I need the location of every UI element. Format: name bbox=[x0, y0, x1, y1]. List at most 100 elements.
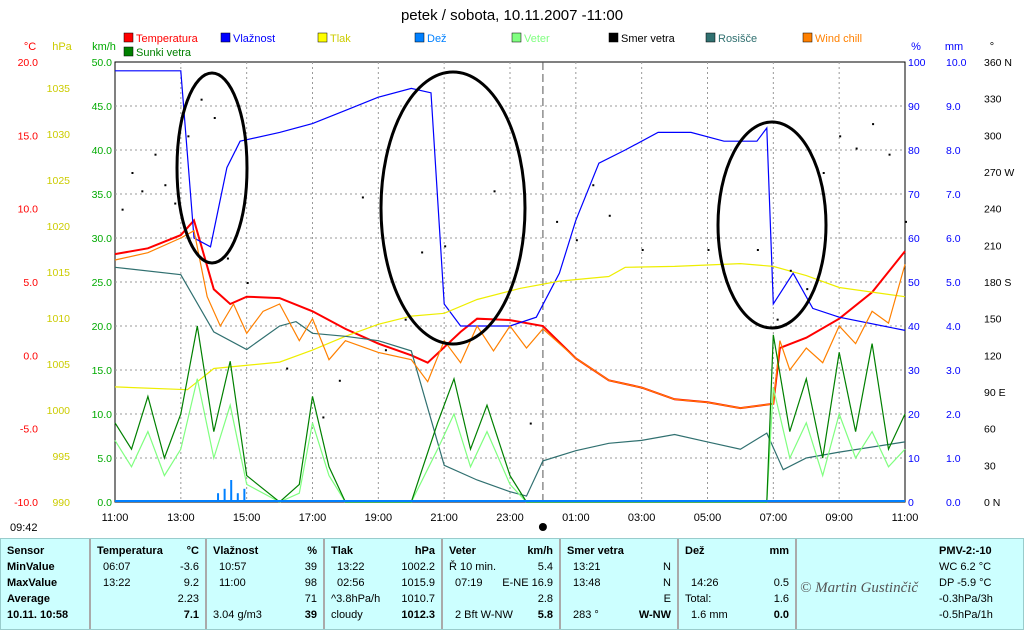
pmv-header: PMV-2:-10 bbox=[939, 545, 992, 557]
copyright-watermark: © Martin Gustinčič bbox=[800, 580, 919, 596]
header: Dež bbox=[685, 545, 705, 557]
col-humidity: Vlažnost% 10:57 39 11:00 98 71 3.04 g/m3 39 bbox=[207, 539, 325, 629]
value: 9.2 bbox=[183, 577, 199, 589]
axis-tick-direction: 240 bbox=[984, 204, 1002, 216]
rain-bar bbox=[230, 480, 233, 502]
legend-label: Dež bbox=[427, 33, 447, 45]
rain-total: 1.6 mm bbox=[691, 609, 728, 621]
axis-tick-rain: 9.0 bbox=[946, 101, 961, 113]
legend-swatch bbox=[414, 32, 425, 43]
axis-unit-temp: °C bbox=[24, 41, 36, 53]
axis-tick-direction: 270 W bbox=[984, 167, 1014, 179]
value: 1002.2 bbox=[401, 561, 435, 573]
dew-point: DP -5.9 °C bbox=[939, 577, 992, 589]
direction-point bbox=[529, 422, 532, 425]
axis-tick-humidity: 10 bbox=[908, 453, 920, 465]
col-direction: Smer vetra 13:21 N 13:48 N E 283 ° W-NW bbox=[561, 539, 679, 629]
direction-point bbox=[905, 220, 907, 223]
time: 13:48 bbox=[573, 577, 601, 589]
axis-tick-wind: 40.0 bbox=[92, 145, 113, 157]
direction-point bbox=[789, 269, 792, 272]
x-tick-label: 09:00 bbox=[825, 512, 853, 524]
value: N bbox=[663, 577, 671, 589]
axis-tick-pressure: 1030 bbox=[47, 129, 71, 141]
time: 13:21 bbox=[573, 561, 601, 573]
condition: cloudy bbox=[331, 609, 363, 621]
x-tick-label: 19:00 bbox=[365, 512, 393, 524]
value: 1010.7 bbox=[401, 593, 435, 605]
trend: ^3.8hPa/h bbox=[331, 593, 381, 605]
stats-table: Sensor MinValue MaxValue Average 10.11. … bbox=[0, 538, 1024, 630]
axis-tick-temp: 0.0 bbox=[23, 350, 38, 362]
direction-point bbox=[641, 249, 644, 251]
col-pressure: Tlak hPa 13:22 1002.2 02:56 1015.9 ^3.8hPa/… bbox=[325, 539, 443, 629]
current-value: 0.0 bbox=[773, 609, 789, 621]
rain-bar bbox=[236, 493, 239, 502]
axis-tick-temp: 15.0 bbox=[18, 130, 39, 142]
axis-tick-direction: 120 bbox=[984, 350, 1002, 362]
direction-point bbox=[776, 318, 779, 321]
row-label: MinValue bbox=[7, 561, 55, 573]
axis-tick-rain: 10.0 bbox=[946, 57, 967, 69]
degrees: 283 ° bbox=[573, 609, 599, 621]
direction-point bbox=[822, 172, 825, 174]
annotation-ellipse bbox=[716, 120, 828, 330]
value: 98 bbox=[304, 577, 317, 589]
absolute-humidity: 3.04 g/m3 bbox=[213, 609, 262, 621]
x-tick-label: 13:00 bbox=[167, 512, 195, 524]
legend-swatch bbox=[705, 32, 716, 43]
row-label: MaxValue bbox=[7, 577, 58, 589]
axis-tick-wind: 30.0 bbox=[92, 233, 113, 245]
header: Vlažnost bbox=[213, 545, 259, 557]
direction-point bbox=[404, 318, 407, 321]
axis-unit-direction: ° bbox=[990, 41, 994, 53]
direction-point bbox=[493, 190, 496, 193]
pressure-trend-1h: -0.5hPa/1h bbox=[939, 609, 993, 621]
value: 1.6 bbox=[773, 593, 789, 605]
axis-tick-temp: -5.0 bbox=[20, 424, 38, 436]
time: 14:26 bbox=[691, 577, 719, 589]
legend-label: Wind chill bbox=[815, 33, 862, 45]
direction-point bbox=[200, 98, 203, 101]
axis-tick-direction: 0 N bbox=[984, 497, 1000, 509]
label: Ř 10 min. bbox=[449, 561, 497, 573]
value: 2.23 bbox=[177, 593, 199, 605]
axis-unit-humidity: % bbox=[911, 41, 921, 53]
wind-chill: WC 6.2 °C bbox=[939, 561, 992, 573]
axis-tick-pressure: 1010 bbox=[47, 313, 71, 325]
col-wind: Veter km/h Ř 10 min. 5.4 07:19 E-NE 16.9 2.… bbox=[443, 539, 561, 629]
series-tlak bbox=[114, 262, 906, 391]
axis-unit-wind: km/h bbox=[92, 41, 116, 53]
axis-tick-humidity: 0 bbox=[908, 497, 914, 509]
axis-tick-temp: 20.0 bbox=[18, 57, 39, 69]
pressure-trend-3h: -0.3hPa/3h bbox=[939, 593, 993, 605]
rain-bar bbox=[217, 493, 220, 502]
value: N bbox=[663, 561, 671, 573]
axis-tick-rain: 0.0 bbox=[946, 497, 961, 509]
axis-tick-wind: 25.0 bbox=[92, 277, 113, 289]
axis-tick-temp: -10.0 bbox=[14, 497, 38, 509]
series-veter bbox=[114, 378, 906, 503]
rain-bar bbox=[223, 488, 226, 502]
col-rain: Dež mm 14:26 0.5 Total: 1.6 1.6 mm 0.0 bbox=[679, 539, 797, 629]
legend-swatch bbox=[608, 32, 619, 43]
value: 71 bbox=[304, 593, 317, 605]
beaufort: 2 Bft W-NW bbox=[455, 609, 513, 621]
current-value: 7.1 bbox=[183, 609, 199, 621]
direction-point bbox=[246, 282, 249, 284]
legend-label: Tlak bbox=[330, 33, 351, 45]
legend-swatch bbox=[802, 32, 813, 43]
axis-tick-wind: 0.0 bbox=[97, 497, 112, 509]
axis-tick-direction: 300 bbox=[984, 130, 1002, 142]
col-temperature: Temperatura °C 06:07 -3.6 13:22 9.2 2.23 7.… bbox=[91, 539, 207, 629]
axis-tick-humidity: 50 bbox=[908, 277, 920, 289]
axis-tick-wind: 10.0 bbox=[92, 409, 113, 421]
direction-point bbox=[872, 123, 875, 126]
legend-swatch bbox=[220, 32, 231, 43]
x-tick-label: 21:00 bbox=[430, 512, 458, 524]
annotation-ellipse bbox=[175, 71, 249, 265]
direction-point bbox=[226, 257, 229, 260]
time: 13:22 bbox=[337, 561, 365, 573]
axis-tick-direction: 360 N bbox=[984, 57, 1012, 69]
current-value: 39 bbox=[304, 609, 317, 621]
